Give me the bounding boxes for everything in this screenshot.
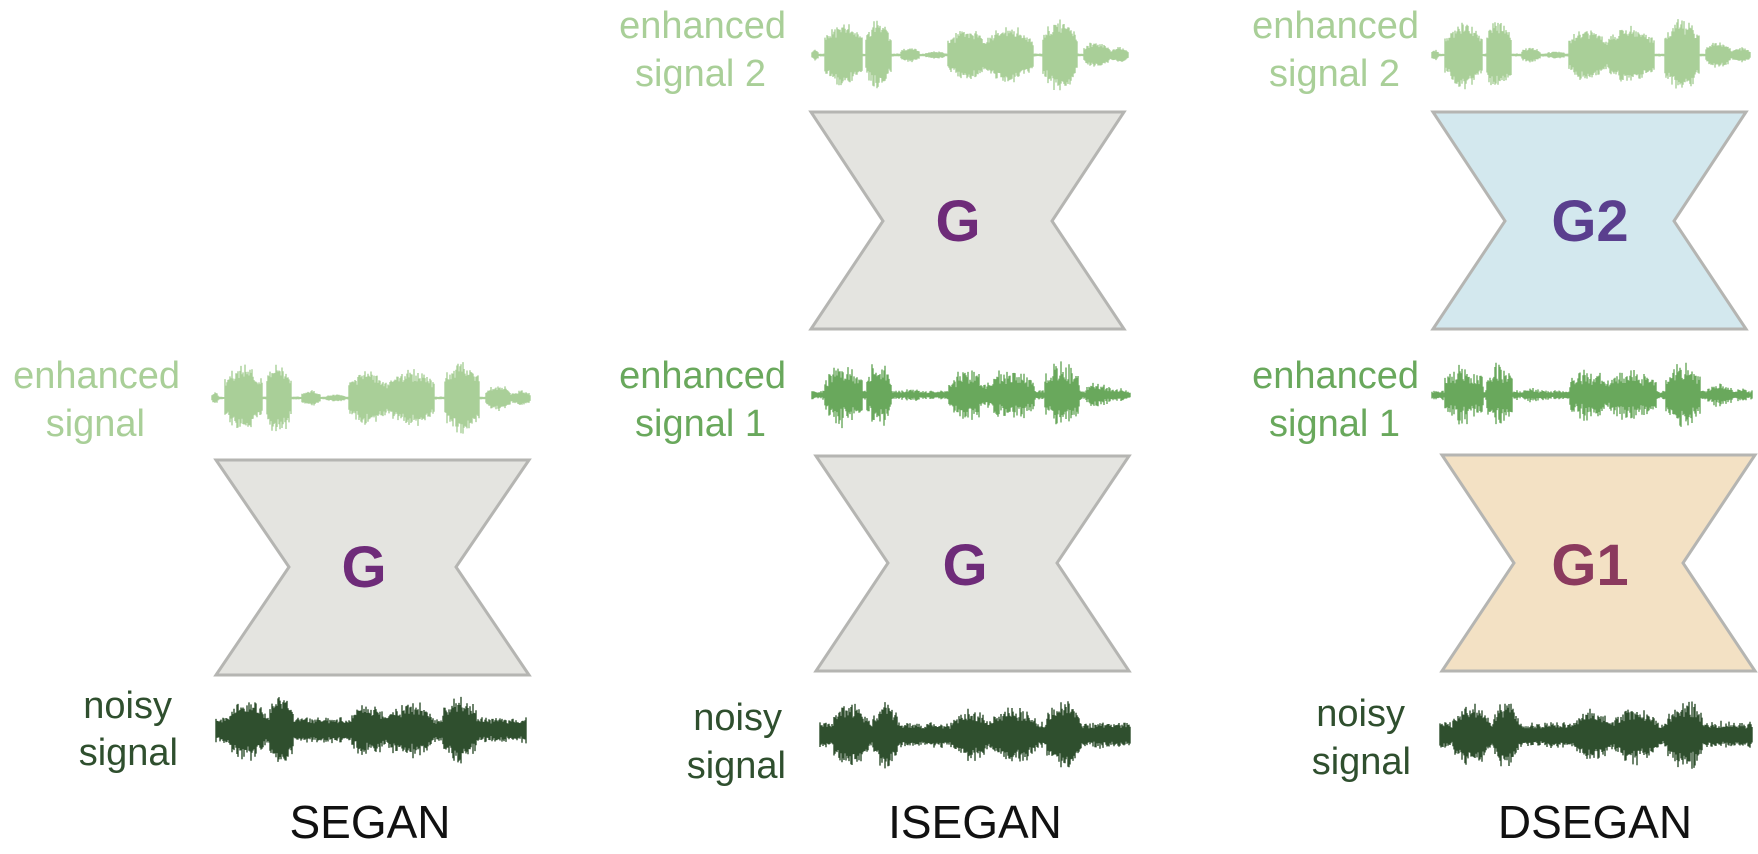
segan-enhanced-waveform-trace [211, 362, 531, 434]
segan-noisy-label: noisy signal [79, 685, 178, 774]
dsegan-enhanced2-waveform [1431, 19, 1751, 90]
dsegan-enhanced1-label-line1: enhanced [1252, 355, 1419, 397]
isegan-enhanced2-label: enhanced signal 2 [619, 5, 786, 95]
segan-noisy-label-line2: signal [79, 732, 178, 774]
segan-noisy-waveform-trace [215, 696, 527, 764]
dsegan-generator-top-label: G2 [1551, 189, 1628, 254]
isegan-title: ISEGAN [888, 796, 1062, 848]
isegan-enhanced1-label: enhanced signal 1 [619, 355, 786, 445]
dsegan-noisy-label-line2: signal [1312, 741, 1411, 783]
dsegan-enhanced1-label-line2: signal 1 [1269, 403, 1400, 445]
dsegan-noisy-label-line1: noisy [1316, 693, 1405, 735]
dsegan-enhanced1-label: enhanced signal 1 [1252, 355, 1419, 445]
isegan-enhanced2-label-line1: enhanced [619, 5, 786, 47]
isegan-enhanced2-waveform [811, 19, 1129, 91]
dsegan-enhanced2-label: enhanced signal 2 [1252, 5, 1419, 95]
segan-enhanced-label-line2: signal [46, 403, 145, 445]
segan-enhanced-label-line1: enhanced [13, 355, 180, 397]
segan-generator-label: G [341, 535, 386, 600]
dsegan-noisy-waveform [1439, 701, 1753, 769]
isegan-enhanced1-waveform [811, 361, 1131, 429]
isegan-enhanced1-label-line1: enhanced [619, 355, 786, 397]
isegan-column: enhanced signal 2 G enhanced signal 1 G … [619, 5, 1132, 848]
dsegan-title: DSEGAN [1498, 796, 1692, 848]
segan-title: SEGAN [289, 796, 450, 848]
isegan-noisy-label: noisy signal [687, 697, 786, 787]
isegan-enhanced1-waveform-trace [811, 361, 1131, 429]
dsegan-enhanced1-waveform-trace [1431, 362, 1753, 427]
isegan-noisy-label-line1: noisy [693, 697, 782, 739]
dsegan-noisy-waveform-trace [1439, 701, 1753, 769]
segan-noisy-label-line1: noisy [83, 685, 172, 727]
isegan-enhanced1-label-line2: signal 1 [635, 403, 766, 445]
isegan-enhanced2-label-line2: signal 2 [635, 53, 766, 95]
dsegan-enhanced2-label-line1: enhanced [1252, 5, 1419, 47]
segan-generator-shape [213, 458, 532, 677]
dsegan-enhanced2-waveform-trace [1431, 19, 1751, 90]
dsegan-enhanced1-waveform [1431, 362, 1753, 427]
isegan-generator-top-shape [808, 110, 1127, 331]
isegan-noisy-label-line2: signal [687, 745, 786, 787]
dsegan-noisy-label: noisy signal [1312, 693, 1411, 783]
isegan-generator-top-label: G [935, 189, 980, 254]
segan-enhanced-label: enhanced signal [13, 355, 180, 445]
segan-column: enhanced signal G noisy signal SEGAN [13, 355, 532, 848]
isegan-enhanced2-waveform-trace [811, 19, 1129, 91]
dsegan-enhanced2-label-line2: signal 2 [1269, 53, 1400, 95]
isegan-noisy-waveform [819, 701, 1131, 769]
segan-enhanced-waveform [211, 362, 531, 434]
isegan-generator-bottom-label: G [942, 533, 987, 598]
dsegan-generator-bottom-shape [1439, 453, 1758, 673]
isegan-noisy-waveform-trace [819, 701, 1131, 769]
isegan-generator-bottom-shape [813, 454, 1132, 673]
segan-noisy-waveform [215, 696, 527, 764]
dsegan-column: enhanced signal 2 G2 enhanced signal 1 G… [1252, 5, 1758, 848]
dsegan-generator-top-shape [1430, 110, 1749, 331]
dsegan-generator-bottom-label: G1 [1551, 533, 1628, 598]
